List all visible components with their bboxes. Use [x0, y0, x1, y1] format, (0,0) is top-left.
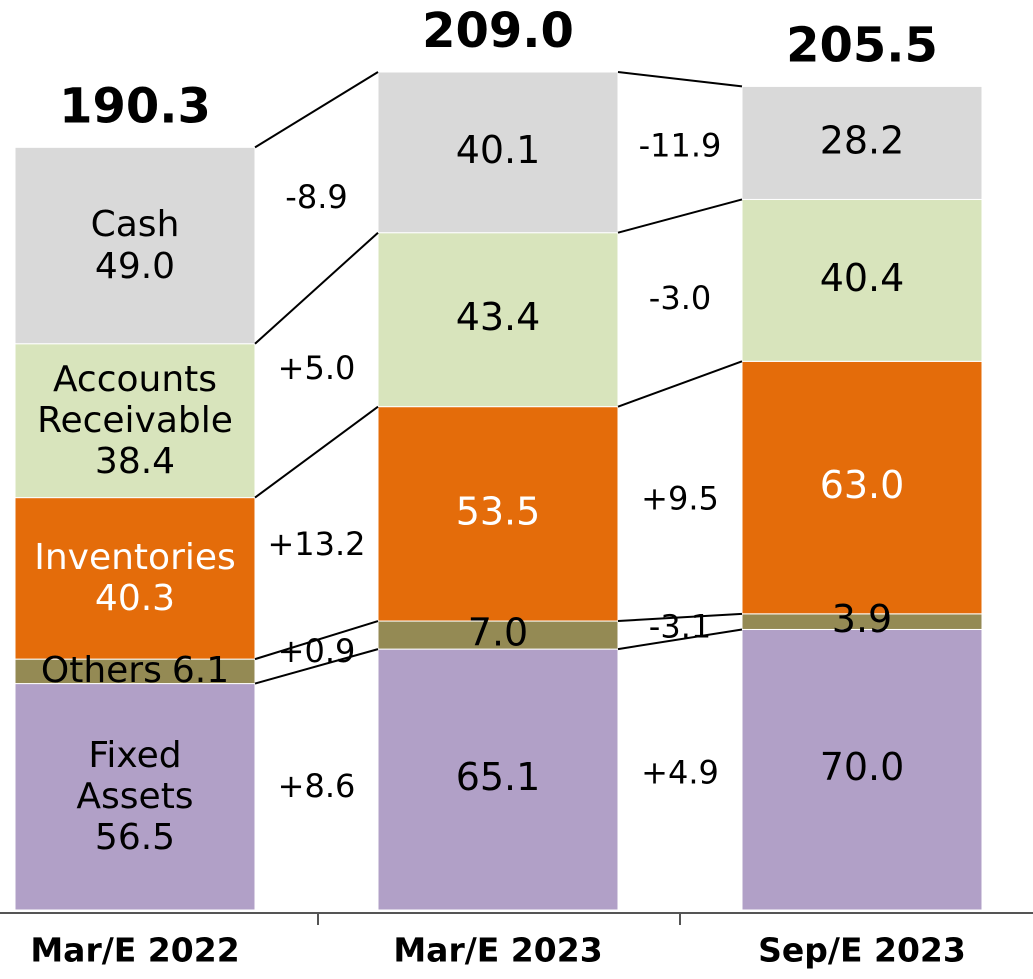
segment-label-box: Accounts Receivable 38.4	[15, 301, 255, 541]
connector	[617, 198, 743, 234]
connector	[617, 628, 743, 651]
value-label: 40.1	[456, 128, 541, 172]
bar-segment	[741, 198, 983, 362]
change-label: +13.2	[267, 525, 365, 563]
value-label: 28.2	[820, 118, 905, 162]
bar-segment	[741, 360, 983, 615]
value-label: 49.0	[94, 245, 176, 287]
total-label: 209.0	[422, 3, 574, 59]
segment-label: Others 6.1	[15, 551, 255, 791]
value-label: 6.1	[171, 650, 230, 692]
series-name: Inventories	[34, 536, 236, 578]
change-label: +4.9	[641, 754, 719, 792]
series-name: Accounts Receivable	[37, 358, 233, 441]
bar-segment	[377, 648, 619, 911]
change-label: -11.9	[639, 127, 722, 165]
value-label: 40.4	[820, 256, 905, 300]
bar-segment	[14, 683, 256, 911]
change-label: -3.1	[649, 607, 711, 645]
bar-segment	[741, 628, 983, 911]
bar-segment	[377, 232, 619, 408]
value-label: 63.0	[820, 463, 905, 507]
value-label: 70.0	[820, 745, 905, 789]
value-label: 56.5	[94, 817, 176, 859]
value-label: 7.0	[468, 611, 528, 655]
change-label: +5.0	[278, 349, 356, 387]
total-label: 205.5	[786, 17, 938, 73]
segment-label-box: Inventories 40.3	[15, 458, 255, 698]
change-label: +0.9	[278, 632, 356, 670]
series-name: Fixed Assets	[76, 734, 194, 818]
change-label: -8.9	[285, 178, 347, 216]
connector	[254, 231, 379, 345]
connector	[617, 360, 743, 408]
total-label: 190.3	[59, 78, 211, 134]
segment-label-box: Others 6.1	[15, 551, 255, 791]
connector	[617, 612, 743, 623]
connector	[254, 71, 379, 149]
bar-segment	[377, 71, 619, 234]
connector	[254, 405, 379, 499]
series-name: Others	[40, 650, 162, 692]
bar-segment	[14, 343, 256, 499]
change-label: +9.5	[641, 480, 719, 518]
change-label: -3.0	[649, 279, 711, 317]
value-label: 65.1	[456, 755, 541, 799]
value-label: 53.5	[456, 489, 541, 533]
change-label: +8.6	[278, 767, 356, 805]
segment-label-box: Fixed Assets 56.5	[15, 677, 255, 917]
connector	[254, 620, 379, 661]
series-name: Cash	[90, 204, 180, 246]
x-tick-label: Mar/E 2022	[30, 931, 239, 970]
x-tick-label: Sep/E 2023	[758, 931, 966, 970]
connector	[617, 71, 743, 88]
value-label: 38.4	[94, 441, 176, 483]
bar-segment	[14, 146, 256, 345]
value-label: 40.3	[94, 578, 176, 620]
x-tick-label: Mar/E 2023	[393, 931, 602, 970]
value-label: 3.9	[832, 597, 892, 641]
value-label: 43.4	[456, 295, 541, 339]
bar-segment	[741, 85, 983, 200]
connector	[254, 648, 379, 685]
segment-label-box: Cash 49.0	[15, 126, 255, 366]
bar-segment	[377, 406, 619, 622]
bar-segment	[377, 620, 619, 650]
bar-segment	[14, 497, 256, 660]
